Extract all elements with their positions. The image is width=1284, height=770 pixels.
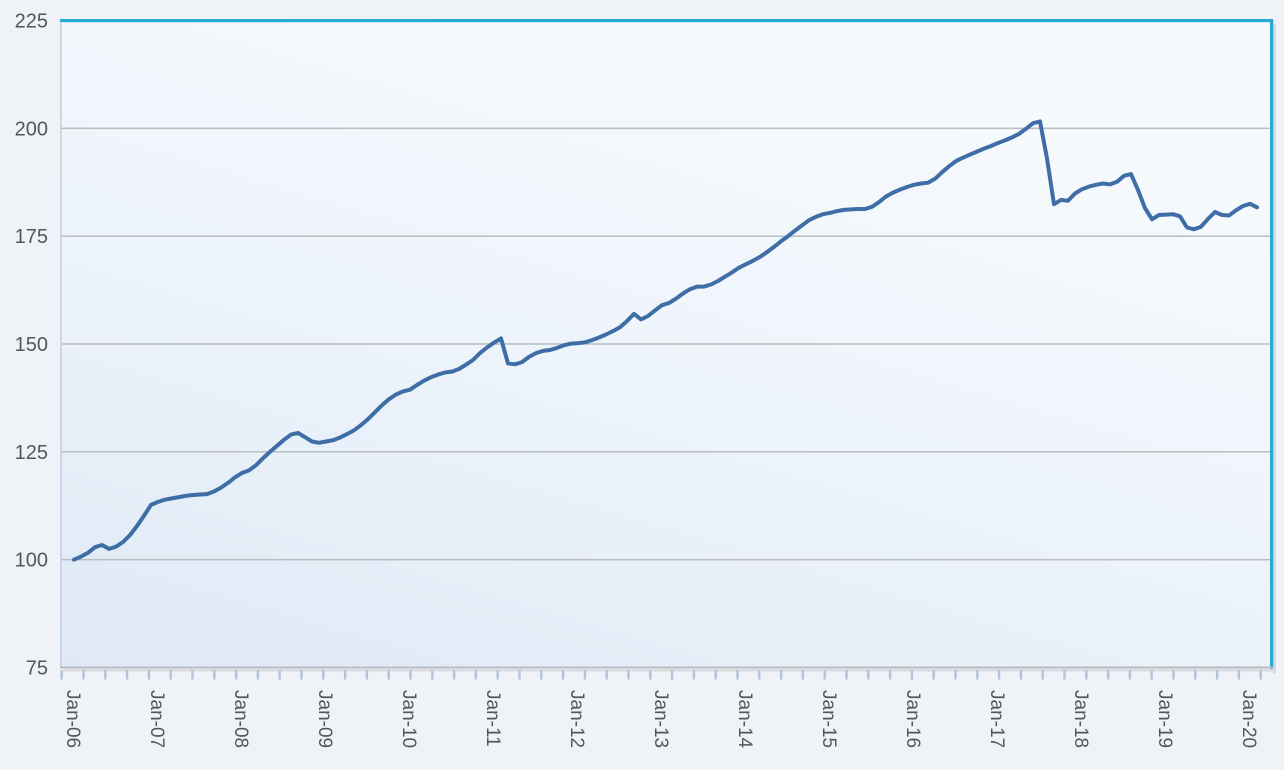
frame-shadow-right	[1273, 24, 1276, 674]
minor-tick	[540, 670, 543, 680]
x-tick-label: Jan-20	[1238, 690, 1259, 748]
y-tick-label: 100	[15, 550, 48, 572]
minor-tick	[954, 670, 957, 680]
minor-tick	[910, 670, 914, 680]
minor-tick	[213, 670, 216, 680]
y-tick-label: 225	[15, 11, 48, 33]
minor-tick	[1194, 670, 1197, 680]
minor-tick	[1150, 670, 1153, 680]
minor-tick	[234, 670, 238, 680]
minor-tick	[409, 670, 412, 680]
minor-tick	[605, 670, 608, 680]
minor-tick	[1215, 670, 1219, 680]
x-axis-line	[60, 666, 1274, 669]
x-axis-labels: Jan-06 Jan-07 Jan-08 Jan-09 Jan-10 Jan-11 Jan-…	[62, 690, 1259, 749]
minor-tick	[343, 670, 347, 680]
x-tick-label: Jan-18	[1070, 690, 1091, 748]
minor-tick	[169, 670, 172, 680]
minor-tick	[997, 670, 1001, 680]
x-tick-label: Jan-06	[62, 690, 83, 748]
minor-tick	[1172, 670, 1175, 680]
minor-tick	[125, 670, 129, 680]
x-axis-minor-ticks	[60, 670, 1262, 680]
minor-tick	[104, 670, 107, 680]
minor-tick	[1237, 670, 1241, 680]
y-tick-label: 125	[15, 442, 48, 464]
minor-tick	[60, 670, 63, 680]
y-tick-label: 175	[15, 226, 48, 248]
minor-tick	[278, 670, 281, 680]
minor-tick	[1063, 670, 1066, 680]
minor-tick	[518, 670, 521, 680]
x-tick-label: Jan-12	[566, 690, 587, 748]
minor-tick	[300, 670, 303, 680]
minor-tick	[976, 670, 979, 680]
minor-tick	[801, 670, 805, 680]
minor-tick	[1128, 670, 1132, 680]
minor-tick	[256, 670, 260, 680]
minor-tick	[147, 670, 151, 680]
gridline	[61, 235, 1270, 237]
minor-tick	[670, 670, 674, 680]
y-tick-label: 75	[26, 658, 48, 680]
minor-tick	[322, 670, 325, 680]
series-line	[72, 119, 1259, 562]
plot-border-right	[1270, 19, 1274, 669]
y-tick-label: 200	[15, 118, 48, 140]
x-tick-label: Jan-17	[986, 690, 1007, 748]
plot-border-top	[60, 19, 1274, 23]
x-tick-label: Jan-11	[482, 690, 503, 747]
x-tick-label: Jan-15	[818, 690, 839, 748]
x-tick-label: Jan-14	[734, 690, 755, 749]
minor-tick	[496, 670, 499, 680]
minor-tick	[867, 670, 870, 680]
gridlines	[61, 127, 1270, 561]
minor-tick	[1259, 670, 1262, 680]
minor-tick	[823, 670, 826, 680]
gridline	[61, 343, 1270, 345]
gridline	[61, 451, 1270, 453]
minor-tick	[82, 670, 85, 680]
y-axis-labels: 75 100 125 150 175 200 225	[15, 11, 48, 680]
minor-tick	[649, 670, 652, 680]
minor-tick	[583, 670, 587, 680]
minor-tick	[932, 670, 935, 680]
minor-tick	[888, 670, 892, 680]
minor-tick	[561, 670, 565, 680]
minor-tick	[191, 670, 194, 680]
x-tick-label: Jan-09	[314, 690, 335, 748]
minor-tick	[452, 670, 456, 680]
minor-tick	[845, 670, 848, 680]
gridline	[61, 127, 1270, 130]
minor-tick	[1106, 670, 1110, 680]
minor-tick	[365, 670, 369, 680]
x-tick-label: Jan-19	[1154, 690, 1175, 748]
x-tick-label: Jan-08	[230, 690, 251, 748]
minor-tick	[474, 670, 478, 680]
minor-tick	[1019, 670, 1023, 680]
x-tick-label: Jan-16	[902, 690, 923, 748]
minor-tick	[692, 670, 696, 680]
minor-tick	[779, 670, 783, 680]
minor-tick	[1041, 670, 1044, 680]
y-tick-label: 150	[15, 334, 48, 356]
minor-tick	[714, 670, 717, 680]
plot-border-left	[60, 22, 62, 668]
minor-tick	[1085, 670, 1088, 680]
gridline	[61, 558, 1270, 561]
minor-tick	[387, 670, 390, 680]
x-tick-label: Jan-13	[650, 690, 671, 748]
minor-tick	[431, 670, 434, 680]
x-tick-label: Jan-07	[146, 690, 167, 748]
minor-tick	[736, 670, 739, 680]
minor-tick	[627, 670, 630, 680]
minor-tick	[758, 670, 761, 680]
frame-shadow-bottom	[63, 669, 1276, 672]
x-tick-label: Jan-10	[398, 690, 419, 748]
